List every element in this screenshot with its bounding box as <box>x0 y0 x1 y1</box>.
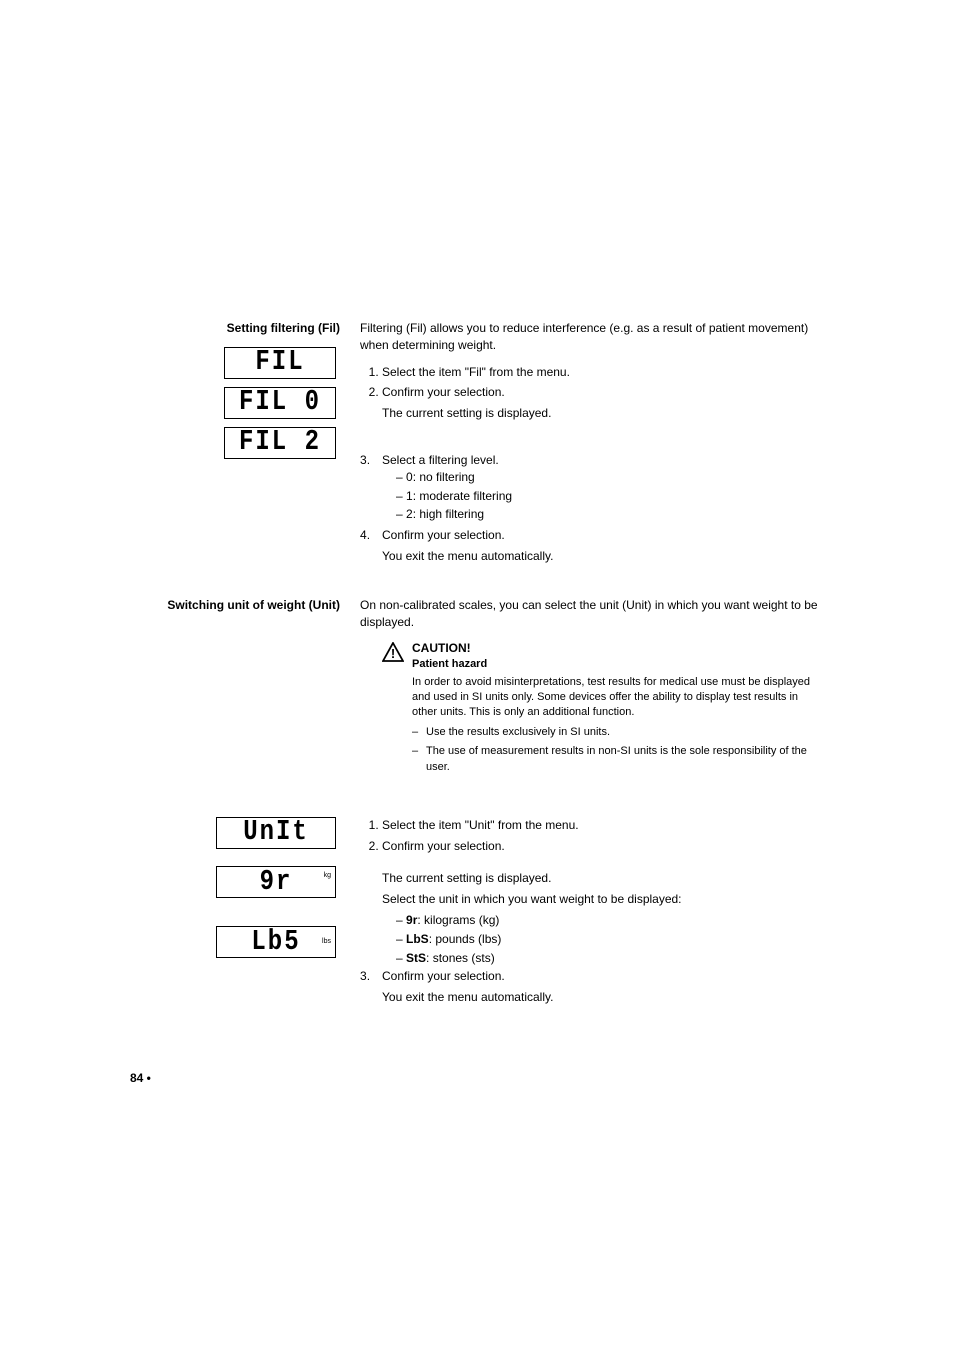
step-item: Confirm your selection. You exit the men… <box>382 968 824 1006</box>
caution-text: In order to avoid misinterpretations, te… <box>412 675 824 721</box>
lcd-text: FIL 0 <box>239 383 321 423</box>
option-bold: 9r <box>406 913 417 927</box>
option-bold: StS <box>406 951 426 965</box>
option-rest: : stones (sts) <box>426 951 495 965</box>
step-subtext: The current setting is displayed. <box>382 870 824 887</box>
caution-bullets: Use the results exclusively in SI units.… <box>412 725 824 775</box>
caution-bullet: The use of measurement results in non-SI… <box>412 744 824 775</box>
filtering-intro: Filtering (Fil) allows you to reduce int… <box>360 320 824 354</box>
caution-block: ! CAUTION! Patient hazard In order to av… <box>360 640 824 779</box>
warning-icon: ! <box>382 642 404 667</box>
caution-body: CAUTION! Patient hazard In order to avoi… <box>412 640 824 779</box>
lcd-text: 9r <box>260 862 293 902</box>
caution-subtitle: Patient hazard <box>412 657 824 672</box>
filtering-level-options: 0: no filtering 1: moderate filtering 2:… <box>382 469 824 523</box>
option-rest: : kilograms (kg) <box>417 913 499 927</box>
filtering-section: Setting filtering (Fil) FIL FIL 0 FIL 2 … <box>130 320 824 569</box>
unit-row-2: 9r kg Lb5 lbs The current setting is dis… <box>130 866 824 1010</box>
lcd-display-lb5: Lb5 lbs <box>216 926 336 958</box>
step-subtext: You exit the menu automatically. <box>382 989 824 1006</box>
step-text: Select a filtering level. <box>382 453 499 467</box>
step-item: Select a filtering level. 0: no filterin… <box>382 452 824 523</box>
svg-text:!: ! <box>391 646 395 661</box>
lcd-display-fil-0: FIL 0 <box>224 387 336 419</box>
filtering-right-column: Filtering (Fil) allows you to reduce int… <box>360 320 824 569</box>
page-number: 84 • <box>130 1070 824 1087</box>
unit-left-column: Switching unit of weight (Unit) <box>130 597 360 789</box>
lcd-display-9r: 9r kg <box>216 866 336 898</box>
step-text: Confirm your selection. <box>382 385 505 399</box>
lcd-display-fil-2: FIL 2 <box>224 427 336 459</box>
caution-title: CAUTION! <box>412 640 824 657</box>
unit-row-right: The current setting is displayed. Select… <box>360 866 824 1010</box>
step-item: Select the item "Fil" from the menu. <box>382 364 824 381</box>
unit-steps-1-2: Select the item "Unit" from the menu. Co… <box>360 817 824 855</box>
option-item: 9r: kilograms (kg) <box>396 912 824 929</box>
option-item: LbS: pounds (lbs) <box>396 931 824 948</box>
option-item: 0: no filtering <box>396 469 824 486</box>
step-subtext: The current setting is displayed. <box>382 405 824 422</box>
step-item: Confirm your selection. The current sett… <box>382 384 824 422</box>
lcd-text: UnIt <box>243 813 309 853</box>
filtering-heading: Setting filtering (Fil) <box>130 320 340 337</box>
option-rest: : pounds (lbs) <box>429 932 502 946</box>
unit-options: 9r: kilograms (kg) LbS: pounds (lbs) StS… <box>382 912 824 966</box>
option-item: StS: stones (sts) <box>396 950 824 967</box>
step-subtext: You exit the menu automatically. <box>382 548 824 565</box>
unit-right-column: On non-calibrated scales, you can select… <box>360 597 824 789</box>
step-text: Confirm your selection. <box>382 969 505 983</box>
lcd-mark: kg <box>324 871 331 881</box>
filtering-steps-3-4: Select a filtering level. 0: no filterin… <box>360 452 824 565</box>
lcd-text: FIL <box>255 343 304 383</box>
option-bold: LbS <box>406 932 429 946</box>
step-text: Confirm your selection. <box>382 528 505 542</box>
filtering-lcd-group: FIL FIL 0 FIL 2 <box>130 347 340 459</box>
lcd-display-unit: UnIt <box>216 817 336 849</box>
caution-bullet: Use the results exclusively in SI units. <box>412 725 824 740</box>
lcd-mark: lbs <box>322 937 331 947</box>
step-item: Confirm your selection. <box>382 838 824 855</box>
unit-row-right: Select the item "Unit" from the menu. Co… <box>360 817 824 859</box>
unit-section: Switching unit of weight (Unit) On non-c… <box>130 597 824 789</box>
step-item: Select the item "Unit" from the menu. <box>382 817 824 834</box>
unit-heading: Switching unit of weight (Unit) <box>130 597 340 614</box>
lcd-text: FIL 2 <box>239 423 321 463</box>
unit-intro: On non-calibrated scales, you can select… <box>360 597 824 631</box>
option-item: 1: moderate filtering <box>396 488 824 505</box>
lcd-display-fil: FIL <box>224 347 336 379</box>
unit-row-left: UnIt <box>130 817 360 857</box>
unit-row-1: UnIt Select the item "Unit" from the men… <box>130 817 824 859</box>
option-item: 2: high filtering <box>396 506 824 523</box>
step-item: Confirm your selection. You exit the men… <box>382 527 824 565</box>
step-subtext: Select the unit in which you want weight… <box>382 891 824 908</box>
filtering-steps-1-2: Select the item "Fil" from the menu. Con… <box>360 364 824 422</box>
unit-step-3: Confirm your selection. You exit the men… <box>360 968 824 1006</box>
unit-row-left: 9r kg Lb5 lbs <box>130 866 360 966</box>
lcd-text: Lb5 <box>251 922 300 962</box>
filtering-left-column: Setting filtering (Fil) FIL FIL 0 FIL 2 <box>130 320 360 569</box>
